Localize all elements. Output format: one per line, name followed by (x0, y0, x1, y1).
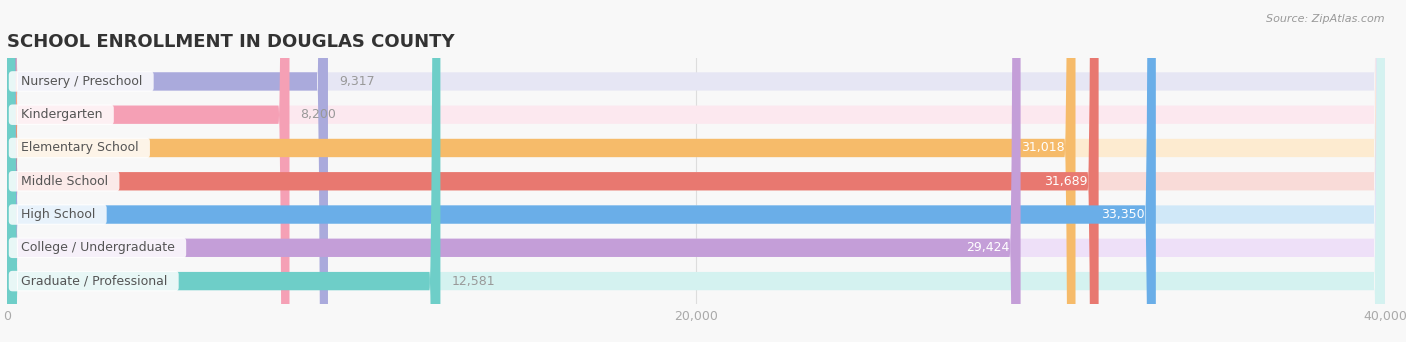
Text: 12,581: 12,581 (451, 275, 495, 288)
Text: College / Undergraduate: College / Undergraduate (13, 241, 183, 254)
Text: Source: ZipAtlas.com: Source: ZipAtlas.com (1267, 14, 1385, 24)
Text: 8,200: 8,200 (301, 108, 336, 121)
FancyBboxPatch shape (7, 0, 1385, 342)
FancyBboxPatch shape (7, 0, 328, 342)
Text: 9,317: 9,317 (339, 75, 374, 88)
Text: Graduate / Professional: Graduate / Professional (13, 275, 174, 288)
Text: 29,424: 29,424 (966, 241, 1010, 254)
Text: Nursery / Preschool: Nursery / Preschool (13, 75, 150, 88)
FancyBboxPatch shape (7, 0, 1385, 342)
FancyBboxPatch shape (7, 0, 1076, 342)
FancyBboxPatch shape (7, 0, 1098, 342)
FancyBboxPatch shape (7, 0, 1385, 342)
Text: 31,018: 31,018 (1021, 142, 1064, 155)
FancyBboxPatch shape (7, 0, 1021, 342)
FancyBboxPatch shape (7, 0, 1385, 342)
Text: 31,689: 31,689 (1045, 175, 1088, 188)
Text: High School: High School (13, 208, 103, 221)
Text: Middle School: Middle School (13, 175, 115, 188)
FancyBboxPatch shape (7, 0, 1385, 342)
FancyBboxPatch shape (7, 0, 290, 342)
Text: Elementary School: Elementary School (13, 142, 146, 155)
FancyBboxPatch shape (7, 0, 1156, 342)
FancyBboxPatch shape (7, 0, 1385, 342)
FancyBboxPatch shape (7, 0, 1385, 342)
Text: Kindergarten: Kindergarten (13, 108, 110, 121)
Text: SCHOOL ENROLLMENT IN DOUGLAS COUNTY: SCHOOL ENROLLMENT IN DOUGLAS COUNTY (7, 33, 454, 51)
Text: 33,350: 33,350 (1101, 208, 1144, 221)
FancyBboxPatch shape (7, 0, 440, 342)
